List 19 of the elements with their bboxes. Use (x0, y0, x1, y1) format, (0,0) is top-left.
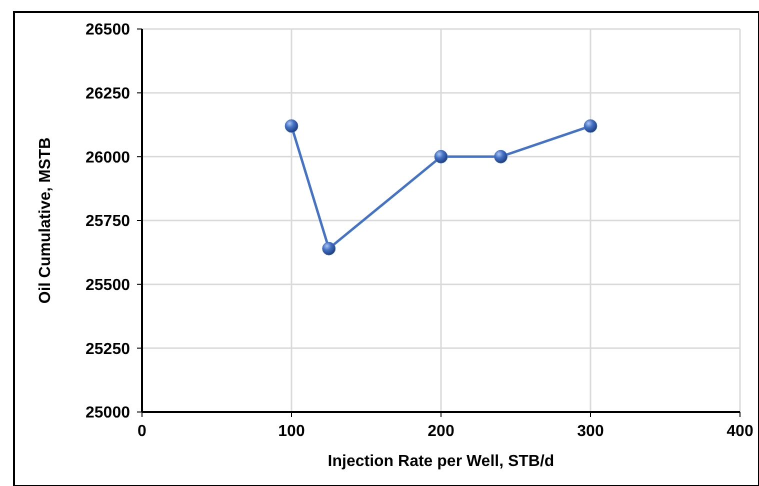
y-tick-label: 26250 (86, 85, 130, 102)
y-tick-label: 26500 (86, 22, 130, 39)
point (434, 150, 448, 164)
x-tick-label: 400 (726, 423, 754, 440)
y-tick-label: 26000 (86, 149, 130, 166)
x-tick-label: 200 (428, 423, 454, 440)
x-tick-label: 300 (577, 423, 604, 440)
point (494, 150, 508, 164)
y-tick-label: 25250 (86, 340, 130, 358)
y-tick-label: 25750 (86, 213, 130, 230)
y-tick-label: 25500 (86, 276, 130, 294)
point (584, 119, 598, 133)
point (322, 242, 336, 256)
x-axis-title: Injection Rate per Well, STB/d (328, 453, 554, 470)
y-tick-label: 25000 (86, 404, 130, 422)
point (284, 119, 298, 133)
x-tick-label: 0 (138, 423, 147, 440)
x-tick-label: 100 (278, 423, 305, 440)
y-axis-title: Oil Cumulative, MSTB (37, 137, 54, 304)
